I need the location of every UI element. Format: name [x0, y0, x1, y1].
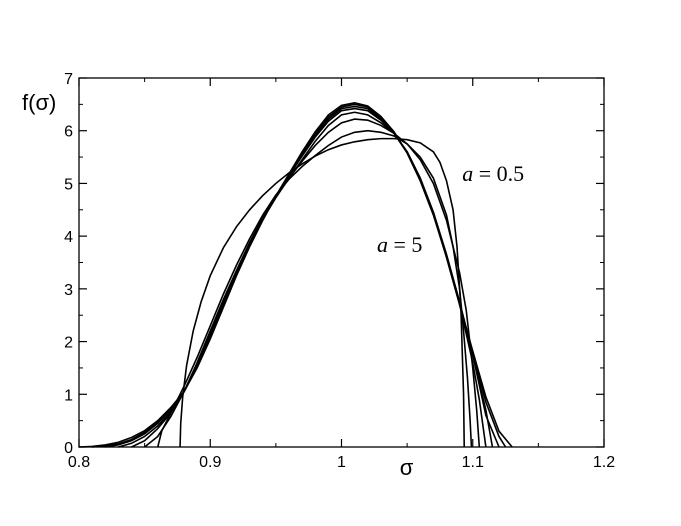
y-tick-label: 1 [64, 387, 73, 404]
y-tick-label: 4 [64, 229, 73, 246]
series-line-4 [131, 111, 487, 448]
series-line-3 [144, 118, 481, 448]
series-line-5 [118, 107, 494, 448]
series-line-6 [105, 105, 500, 448]
ticks-layer [78, 77, 605, 448]
annotation-label: a = 5 [377, 232, 422, 257]
x-tick-label: 0.9 [199, 454, 221, 471]
y-axis-label: f(σ) [22, 90, 56, 115]
series-line-1 [179, 137, 466, 448]
x-tick-label: 1.2 [593, 454, 615, 471]
annotation-value: = 5 [388, 232, 422, 257]
x-tick-label: 0.8 [68, 454, 90, 471]
series-line-8 [78, 101, 513, 448]
y-tick-label: 5 [64, 176, 73, 193]
y-tick-label: 7 [64, 71, 73, 88]
annotation-value: = 0.5 [473, 161, 524, 186]
x-tick-label: 1 [337, 454, 346, 471]
y-tick-label: 0 [64, 440, 73, 457]
y-tick-label: 2 [64, 335, 73, 352]
tick-labels-layer: 0.8 0.9 1 1.1 1.2 0 1 2 3 4 5 6 7 [64, 71, 615, 471]
annotations-layer: a = 0.5a = 5 [377, 161, 524, 257]
curves-layer [78, 101, 513, 448]
annotation-label: a = 0.5 [462, 161, 524, 186]
series-line-7 [92, 103, 507, 448]
x-tick-label: 1.1 [462, 454, 484, 471]
y-tick-label: 3 [64, 282, 73, 299]
annotation-variable: a [462, 161, 473, 186]
x-axis-label: σ [400, 455, 414, 480]
plot-frame [78, 77, 605, 448]
y-tick-label: 6 [64, 124, 73, 141]
series-line-2 [156, 129, 473, 448]
annotation-variable: a [377, 232, 388, 257]
